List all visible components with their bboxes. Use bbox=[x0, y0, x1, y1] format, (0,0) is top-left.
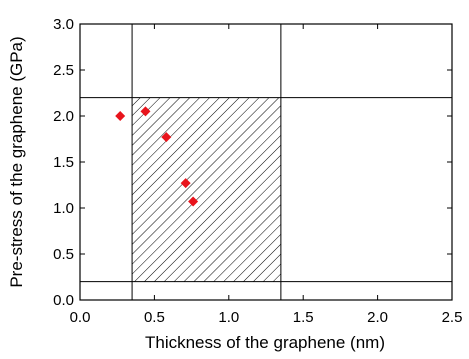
x-tick-label: 1.5 bbox=[293, 309, 314, 326]
y-tick-label: 1.0 bbox=[53, 200, 74, 217]
data-point-diamond bbox=[140, 106, 151, 117]
y-tick-label: 1.5 bbox=[53, 154, 74, 171]
y-tick-label: 0.5 bbox=[53, 246, 74, 263]
y-tick-label: 2.0 bbox=[53, 108, 74, 125]
data-point-diamond bbox=[180, 178, 191, 189]
data-point-diamond bbox=[115, 111, 126, 121]
x-tick-label: 2.0 bbox=[367, 309, 388, 326]
data-point-diamond bbox=[188, 196, 199, 207]
x-tick-label: 2.5 bbox=[442, 309, 463, 326]
y-tick-label: 0.0 bbox=[53, 292, 74, 309]
data-point-diamond bbox=[161, 132, 172, 143]
x-tick-label: 0.5 bbox=[144, 309, 165, 326]
x-axis-label: Thickness of the graphene (nm) bbox=[145, 333, 385, 352]
y-tick-label: 3.0 bbox=[53, 16, 74, 33]
x-tick-label: 0.0 bbox=[70, 309, 91, 326]
y-tick-label: 2.5 bbox=[53, 62, 74, 79]
hatched-region bbox=[132, 97, 281, 282]
y-axis-label: Pre-stress of the graphene (GPa) bbox=[7, 36, 26, 287]
x-tick-label: 1.0 bbox=[218, 309, 239, 326]
